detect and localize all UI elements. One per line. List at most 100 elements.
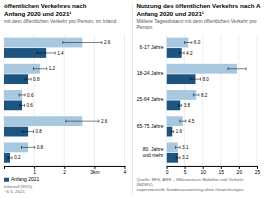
legend-label: Anfang 2021 (11, 176, 40, 182)
data-label: 6.0 (194, 40, 201, 45)
annotation: Quelle: BFS, ARE – Mikrozensus Mobilität… (137, 177, 245, 193)
category-label-line: 65-75 Jahre (137, 123, 164, 129)
category-label: 6-17 Jahre (140, 44, 164, 50)
error-bar (190, 78, 200, 81)
error-bar (185, 41, 192, 44)
category-label: 80. Jahreund mehr (142, 146, 163, 158)
error-bar (171, 130, 174, 133)
data-label: 4.2 (186, 51, 193, 56)
category-labels: 6-17 Jahre 18-24 Jahre 25-64 Jahre 65-75 Ja… (137, 44, 164, 158)
data-label: 0.8 (37, 145, 44, 150)
bar (167, 90, 197, 100)
plot-area (4, 38, 102, 163)
x-tick: 25 (255, 166, 261, 175)
tick-label: 15 (219, 169, 225, 175)
annotation: Intervall (95%) (4, 184, 33, 189)
title-line: Nutzung des öffentlichen Verkehrs nach A (137, 2, 261, 9)
footer: Quelle: BFS, ARE – Mikrozensus Mobilität… (137, 177, 245, 193)
panel-divider (132, 3, 133, 195)
data-labels: 2.61.20.62.60.81.40.80.60.80.2 (14, 40, 111, 160)
x-tick: 20 (237, 166, 243, 175)
plot-area (167, 38, 247, 163)
subtitle-line: Mittlere Tagesdistanz mit dem öffentlich… (137, 18, 259, 24)
x-tick: 0 (166, 166, 169, 175)
error-bar (25, 78, 31, 81)
title-line: öffentlichen Verkehres nach (4, 2, 87, 9)
x-tick: 10 (200, 166, 206, 175)
annotation: ~6.5. 2021 (4, 189, 25, 194)
annotation-line: ~6.5. 2021 (4, 189, 25, 194)
tick-label: 4 (124, 169, 127, 175)
x-tick: 5 (184, 166, 187, 175)
legend-swatch (4, 178, 9, 182)
tick-label: 3km (90, 169, 99, 175)
category-label-line: 18-24 Jahre (137, 70, 164, 76)
error-bar (34, 67, 47, 70)
category-label-line: 25-64 Jahre (137, 96, 164, 102)
header: Nutzung des öffentlichen Verkehrs nach A… (137, 2, 261, 29)
series (4, 48, 55, 163)
data-label: 2.6 (101, 119, 108, 124)
tick-label: 0 (166, 169, 169, 175)
grid-line (124, 34, 125, 166)
error-bar (180, 120, 186, 123)
x-tick (4, 166, 5, 169)
error-bar (21, 146, 34, 149)
category-label-line: 6-17 Jahre (140, 44, 164, 50)
annotation-line: experimentelle Sonderauswertung ohne Gew… (137, 187, 244, 192)
grid (167, 34, 257, 166)
error-bar (175, 146, 180, 149)
data-label: 0.6 (27, 93, 34, 98)
chart-svg: öffentlichen Verkehres nach Anfang 2020 u… (0, 0, 265, 198)
data-label: 8.2 (201, 93, 208, 98)
tick-label: 10 (200, 169, 206, 175)
bar (4, 100, 22, 110)
data-label: 4.5 (188, 119, 195, 124)
title-line: Anfang 2020 und 2021¹ (137, 10, 204, 17)
bar (167, 100, 181, 110)
tick-mark (4, 166, 5, 169)
error-bar (37, 51, 55, 54)
annotation-line: (MZMV), (137, 182, 154, 187)
x-tick: 4 (124, 166, 127, 175)
error-bar (228, 67, 246, 70)
annotation-line: Intervall (95%) (4, 184, 33, 189)
x-axis: 1 2 3km 4 (5, 166, 127, 175)
data-label: 0.2 (14, 155, 21, 160)
error-bar (193, 93, 198, 96)
error-bar (179, 51, 184, 54)
grid-line (257, 34, 258, 166)
tick-label: 25 (255, 169, 261, 175)
x-tick: 2 (63, 166, 66, 175)
tick-label: 1 (33, 169, 36, 175)
grid-line (94, 34, 95, 166)
chart-container: öffentlichen Verkehres nach Anfang 2020 u… (0, 0, 265, 198)
bar (167, 64, 238, 74)
error-bar (8, 156, 12, 159)
category-label-line: und mehr (142, 152, 163, 158)
x-tick: 1 (33, 166, 36, 175)
error-bar (20, 104, 25, 107)
subtitle-line: Person (137, 24, 153, 30)
category-label: 65-75 Jahre (137, 123, 164, 129)
data-labels: 6.08.24.53.14.28.03.81.63.2 (176, 40, 210, 160)
tick-label: 5 (184, 169, 187, 175)
series (167, 38, 247, 153)
error-bar (23, 130, 34, 133)
grid-line (220, 34, 221, 166)
series (167, 48, 201, 163)
data-label: 2.6 (104, 40, 111, 45)
grid (4, 34, 125, 166)
data-label: 1.2 (49, 66, 56, 71)
title: öffentlichen Verkehres nachAnfang 2020 u… (4, 2, 87, 16)
error-bar (19, 93, 25, 96)
title: Nutzung des öffentlichen Verkehrs nach A… (137, 2, 261, 16)
data-label: 0.8 (36, 129, 43, 134)
data-label: 3.8 (184, 103, 191, 108)
x-tick: 15 (219, 166, 225, 175)
footer: Anfang 2021 Intervall (95%)~6.5. 2021 (4, 176, 40, 194)
header: öffentlichen Verkehres nachAnfang 2020 u… (4, 2, 116, 23)
subtitle-line: mit dem öffentlichen Verkehr pro Person,… (4, 18, 116, 24)
data-label: 3.1 (182, 145, 189, 150)
x-axis: 0 5 10 15 20 25 (166, 166, 261, 175)
